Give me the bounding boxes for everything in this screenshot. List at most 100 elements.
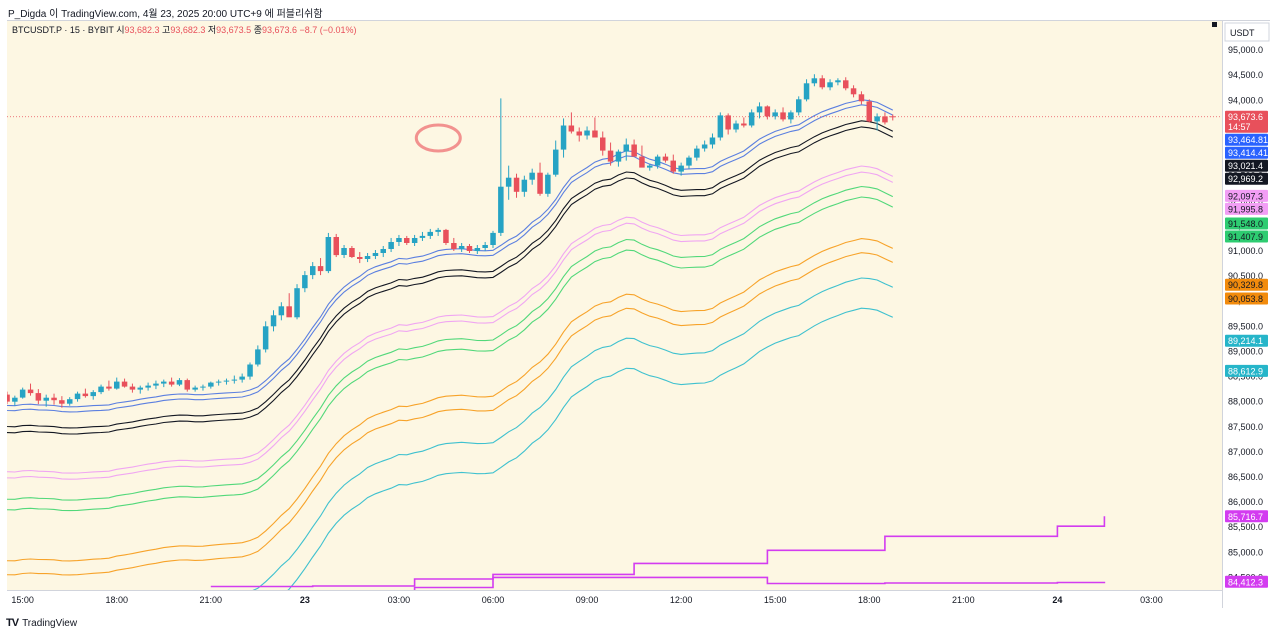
candle <box>176 378 183 387</box>
candle <box>7 391 10 405</box>
candle <box>153 380 159 390</box>
candle <box>372 250 379 260</box>
candle <box>364 253 371 263</box>
candle-body <box>27 389 34 394</box>
candle-body <box>474 248 481 251</box>
candle <box>74 391 81 402</box>
candle-body <box>615 151 622 162</box>
candle-body <box>709 137 716 145</box>
candle-body <box>262 326 269 350</box>
candle-body <box>59 400 65 404</box>
price-label-bg <box>1225 146 1268 159</box>
candle-body <box>537 172 543 194</box>
candle-body <box>654 156 661 166</box>
y-tick-label: 85,000.0 <box>1228 547 1263 557</box>
candle <box>796 96 802 116</box>
candle <box>607 142 614 166</box>
candle-body <box>843 80 849 89</box>
candle-body <box>380 249 386 253</box>
candle <box>584 126 590 140</box>
price-label-text: 91,995.8 <box>1228 204 1263 214</box>
price-label: 91,548.0 <box>1225 217 1268 230</box>
y-tick-label: 85,500.0 <box>1228 522 1263 532</box>
band-cyan-1 <box>252 277 894 590</box>
candle-body <box>90 392 96 397</box>
candle <box>67 397 73 406</box>
candle-body <box>764 106 771 117</box>
price-label-text: 90,053.8 <box>1228 294 1263 304</box>
band-black-1 <box>7 120 894 429</box>
x-tick-label: 21:00 <box>952 595 975 605</box>
candle <box>772 109 778 120</box>
candle-body <box>631 144 637 157</box>
band-green-2 <box>7 196 894 512</box>
candle <box>215 379 222 386</box>
candle <box>780 107 786 122</box>
symbol-name: BTCUSDT.P · 15 · BYBIT <box>12 25 116 35</box>
price-label: 90,053.8 <box>1225 292 1268 305</box>
candle-body <box>748 112 755 126</box>
price-label-bg <box>1225 133 1268 146</box>
candle <box>317 258 324 276</box>
candle-body <box>701 144 708 149</box>
candle <box>90 390 96 400</box>
price-label: 91,407.9 <box>1225 230 1268 243</box>
candle-body <box>7 394 10 402</box>
y-tick-label: 89,000.0 <box>1228 346 1263 356</box>
candle-body <box>145 385 151 388</box>
candle <box>843 77 849 91</box>
candle-body <box>247 364 253 377</box>
candle <box>850 85 857 98</box>
price-label: 91,995.8 <box>1225 202 1268 215</box>
magenta-step-upper <box>413 516 1106 590</box>
candle-body <box>278 306 285 316</box>
candle <box>513 173 520 198</box>
y-tick-label: 94,500.0 <box>1228 70 1263 80</box>
ohlc-label: 종 <box>254 25 262 35</box>
candle-body <box>835 80 841 83</box>
price-label-text: 90,329.8 <box>1228 280 1263 290</box>
annotation-circle <box>414 123 462 153</box>
price-label: 85,716.7 <box>1225 510 1268 523</box>
candle <box>161 379 167 388</box>
price-label-bg <box>1225 202 1268 215</box>
band-blue-2 <box>7 104 894 413</box>
x-tick-label: 09:00 <box>576 595 599 605</box>
candle-body <box>372 253 379 256</box>
price-label-text: 93,021.4 <box>1228 161 1263 171</box>
band-orange-2 <box>7 252 894 576</box>
tradingview-logo-icon: TV <box>6 617 19 629</box>
candle <box>286 293 292 318</box>
candle-body <box>874 116 880 122</box>
candle-body <box>231 379 238 381</box>
candle <box>615 149 622 167</box>
candle-body <box>811 78 818 84</box>
candle-body <box>858 94 865 102</box>
candle-body <box>74 393 81 400</box>
candle-body <box>584 130 590 136</box>
candle <box>427 228 433 239</box>
candle-body <box>678 165 684 172</box>
price-label-bg <box>1225 159 1268 172</box>
candle <box>482 241 488 252</box>
price-label-text: 91,407.9 <box>1228 232 1263 242</box>
candle <box>310 262 316 280</box>
candle <box>137 385 143 394</box>
candle-body <box>545 174 551 194</box>
candle <box>505 165 512 200</box>
ohlc-label: 고 <box>162 25 170 35</box>
ohlc-value: 93,682.3 <box>124 25 162 35</box>
candle <box>764 105 771 120</box>
candle-body <box>114 381 120 389</box>
candle-body <box>505 177 512 187</box>
candle-body <box>396 238 402 242</box>
candle-body <box>200 386 206 388</box>
candle <box>380 245 386 258</box>
candle <box>200 384 206 391</box>
candle <box>411 234 418 246</box>
candle-body <box>411 238 418 243</box>
candle <box>560 118 567 158</box>
candle-body <box>466 246 473 251</box>
candle <box>388 237 394 253</box>
